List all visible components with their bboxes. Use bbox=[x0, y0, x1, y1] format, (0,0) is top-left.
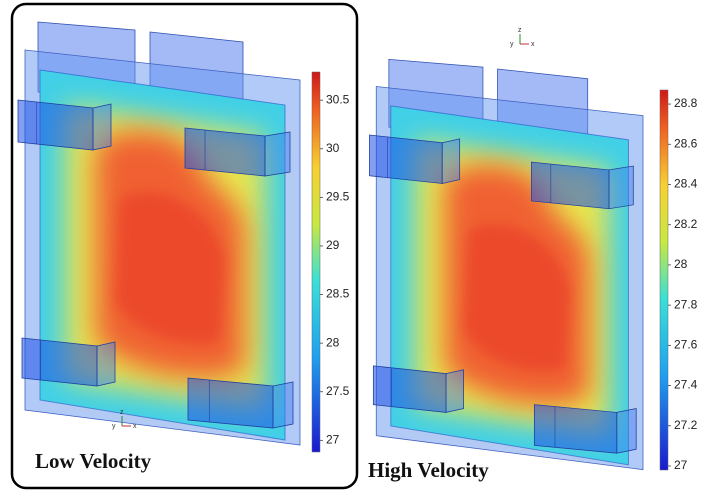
triad-label: y bbox=[510, 41, 514, 48]
block-side bbox=[97, 342, 115, 386]
panel-caption: Low Velocity bbox=[35, 449, 152, 473]
block-side bbox=[609, 166, 633, 209]
block-side bbox=[446, 370, 463, 413]
triad-label: z bbox=[120, 409, 124, 416]
colorbar-tick-label: 29 bbox=[326, 238, 340, 252]
block bbox=[531, 162, 609, 209]
colorbar-tick-label: 30.5 bbox=[326, 92, 350, 106]
block bbox=[369, 135, 442, 184]
colorbar bbox=[660, 90, 668, 470]
block bbox=[534, 405, 616, 454]
panel: zy x 27 27.2 27.4 27.6 27.8 28 28.2 28.4 28.6 28.8 bbox=[369, 27, 697, 472]
triad-label: y bbox=[112, 423, 116, 430]
colorbar-tick-label: 28.4 bbox=[674, 177, 698, 191]
colorbar-tick-label: 28.5 bbox=[326, 287, 350, 301]
block bbox=[188, 378, 273, 428]
block-side bbox=[273, 382, 293, 428]
colorbar-tick-label: 28.2 bbox=[674, 217, 698, 231]
colorbar bbox=[312, 72, 320, 452]
block-side bbox=[265, 132, 290, 176]
triad-label: x bbox=[133, 423, 137, 430]
figure: zyx2727.52828.52929.53030.5 zyx2727.227.… bbox=[0, 0, 715, 490]
colorbar-tick-label: 27.5 bbox=[326, 384, 350, 398]
block bbox=[18, 100, 93, 150]
colorbar-tick-label: 27.4 bbox=[674, 378, 698, 392]
colorbar-tick-label: 27 bbox=[326, 433, 340, 447]
colorbar-tick-label: 28.6 bbox=[674, 136, 698, 150]
panel-caption: High Velocity bbox=[368, 458, 489, 482]
colorbar-tick-label: 30 bbox=[326, 141, 340, 155]
block-side bbox=[442, 139, 459, 184]
triad-label: z bbox=[518, 27, 522, 34]
battery-scene bbox=[18, 22, 300, 445]
triad-label: x bbox=[531, 41, 535, 48]
colorbar-tick-label: 27.2 bbox=[674, 418, 698, 432]
panel: zy x 27 27.5 28 28.5 29 29.5 30 30.5 bbox=[18, 22, 350, 452]
colorbar-tick-label: 28 bbox=[674, 257, 688, 271]
colorbar-tick-label: 27 bbox=[674, 458, 688, 472]
block-side bbox=[617, 409, 636, 454]
colorbar-tick-label: 28 bbox=[326, 335, 340, 349]
block bbox=[22, 338, 97, 386]
colorbar-tick-label: 28.8 bbox=[674, 96, 698, 110]
colorbar-tick-label: 29.5 bbox=[326, 190, 350, 204]
colorbar-tick-label: 27.8 bbox=[674, 297, 698, 311]
block-side bbox=[93, 104, 111, 150]
block bbox=[373, 366, 446, 413]
colorbar-tick-label: 27.6 bbox=[674, 338, 698, 352]
block bbox=[185, 128, 265, 176]
battery-scene bbox=[369, 59, 643, 469]
